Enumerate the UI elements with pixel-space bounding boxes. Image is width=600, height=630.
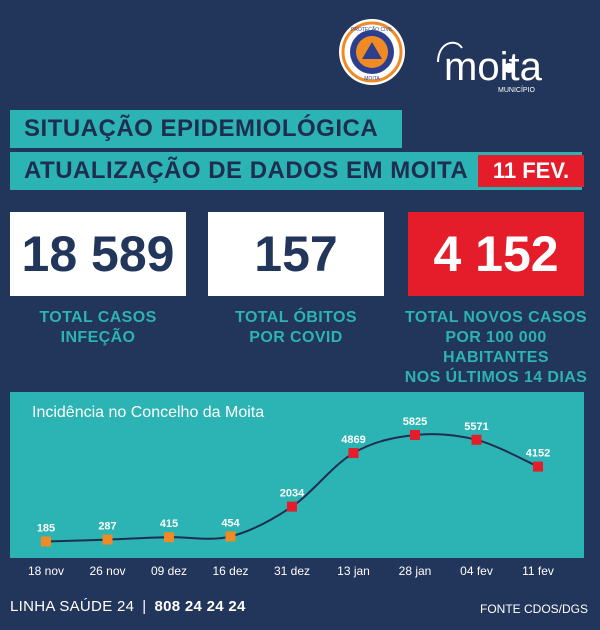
- x-tick-label: 18 nov: [27, 564, 65, 578]
- incidence-value: 4 152: [408, 212, 584, 296]
- x-tick-label: 11 fev: [522, 564, 554, 578]
- protecao-civil-logo-icon: PROTEÇÃO CIVIL MOITA: [339, 19, 405, 85]
- x-tick-label: 04 fev: [460, 564, 493, 578]
- logo-moita-text: moita: [444, 45, 543, 89]
- logo-moita-sub: MUNICÍPIO: [498, 85, 536, 94]
- x-tick-label: 28 jan: [398, 564, 432, 578]
- data-label: 4152: [526, 448, 550, 460]
- data-label: 287: [98, 521, 116, 533]
- data-point: [471, 434, 482, 445]
- incidence-label: TOTAL NOVOS CASOS POR 100 000 HABITANTES…: [396, 308, 596, 388]
- data-point: [287, 501, 297, 512]
- data-point: [410, 430, 420, 440]
- hotline-separator: |: [142, 598, 147, 615]
- title-banner: SITUAÇÃO EPIDEMIOLÓGICA: [10, 110, 402, 148]
- x-tick-label: 13 jan: [337, 564, 370, 578]
- data-point: [41, 536, 51, 547]
- data-point: [102, 534, 113, 545]
- data-point: [164, 532, 174, 543]
- total-cases-label-line: TOTAL CASOS: [39, 309, 157, 326]
- chart-plot: 185 287 415 454 2034 4869 5825 5571 4152: [37, 416, 550, 547]
- data-point: [348, 448, 359, 459]
- incidence-label-line: TOTAL NOVOS CASOS: [405, 309, 587, 326]
- incidence-chart: Incidência no Concelho da Moita 185 287 41…: [10, 392, 584, 558]
- logo-pc-text: PROTEÇÃO CIVIL: [351, 26, 393, 33]
- total-cases-label: TOTAL CASOS INFEÇÃO: [3, 308, 193, 348]
- data-point: [533, 461, 543, 472]
- data-label: 185: [37, 523, 55, 535]
- municipio-moita-logo-icon: moita MUNICÍPIO: [437, 41, 543, 94]
- hotline-label: LINHA SAÚDE 24: [10, 598, 135, 615]
- total-deaths-label: TOTAL ÓBITOS POR COVID: [201, 308, 391, 348]
- x-tick-label: 31 dez: [273, 564, 311, 578]
- x-tick-label: 16 dez: [212, 564, 249, 578]
- chart-x-axis: 18 nov 26 nov 09 dez 16 dez 31 dez 13 jan 28 j…: [0, 558, 600, 582]
- total-deaths-label-line: POR COVID: [249, 329, 343, 346]
- incidence-label-line: NOS ÚLTIMOS 14 DIAS: [404, 369, 588, 386]
- x-tick-label: 26 nov: [89, 564, 126, 578]
- total-deaths-value: 157: [208, 212, 384, 296]
- date-badge: 11 FEV.: [478, 155, 584, 187]
- total-cases-value: 18 589: [10, 212, 186, 296]
- chart-title: Incidência no Concelho da Moita: [32, 404, 265, 421]
- total-cases-label-line: INFEÇÃO: [60, 329, 136, 346]
- logo-pc-sub: MOITA: [364, 76, 380, 82]
- hotline-number: 808 24 24 24: [154, 598, 246, 615]
- hotline: LINHA SAÚDE 24 | 808 24 24 24: [10, 598, 246, 615]
- data-label: 454: [221, 517, 240, 529]
- data-point: [225, 531, 236, 542]
- x-tick-label: 09 dez: [150, 564, 188, 578]
- data-label: 4869: [341, 434, 365, 446]
- data-label: 5571: [464, 421, 488, 433]
- incidence-label-line: POR 100 000 HABITANTES: [443, 329, 549, 366]
- total-deaths-label-line: TOTAL ÓBITOS: [235, 309, 357, 326]
- data-label: 415: [160, 518, 178, 530]
- data-label: 5825: [403, 416, 427, 428]
- data-label: 2034: [280, 488, 305, 500]
- data-source: FONTE CDOS/DGS: [479, 602, 588, 616]
